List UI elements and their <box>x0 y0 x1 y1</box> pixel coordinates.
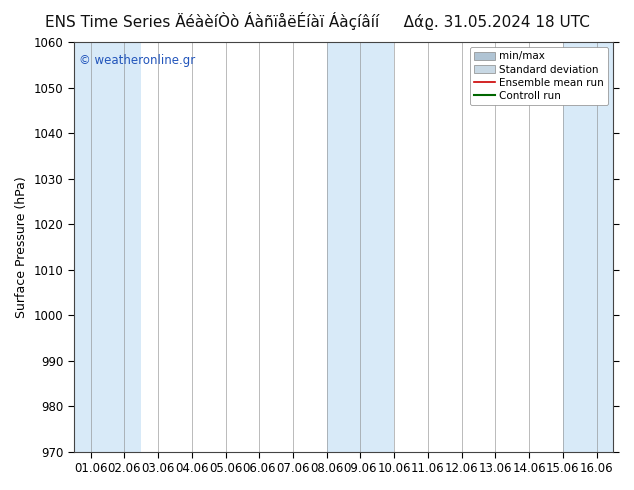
Bar <box>327 42 394 452</box>
Bar <box>563 42 614 452</box>
Legend: min/max, Standard deviation, Ensemble mean run, Controll run: min/max, Standard deviation, Ensemble me… <box>470 47 608 105</box>
Text: ENS Time Series ÄéàèíÒò ÁàñïåëÉíàï Áàçíâíí     Δάϱ. 31.05.2024 18 UTC: ENS Time Series ÄéàèíÒò ÁàñïåëÉíàï Áàçíâ… <box>44 12 590 30</box>
Bar <box>74 42 141 452</box>
Y-axis label: Surface Pressure (hPa): Surface Pressure (hPa) <box>15 176 28 318</box>
Text: © weatheronline.gr: © weatheronline.gr <box>79 54 195 67</box>
